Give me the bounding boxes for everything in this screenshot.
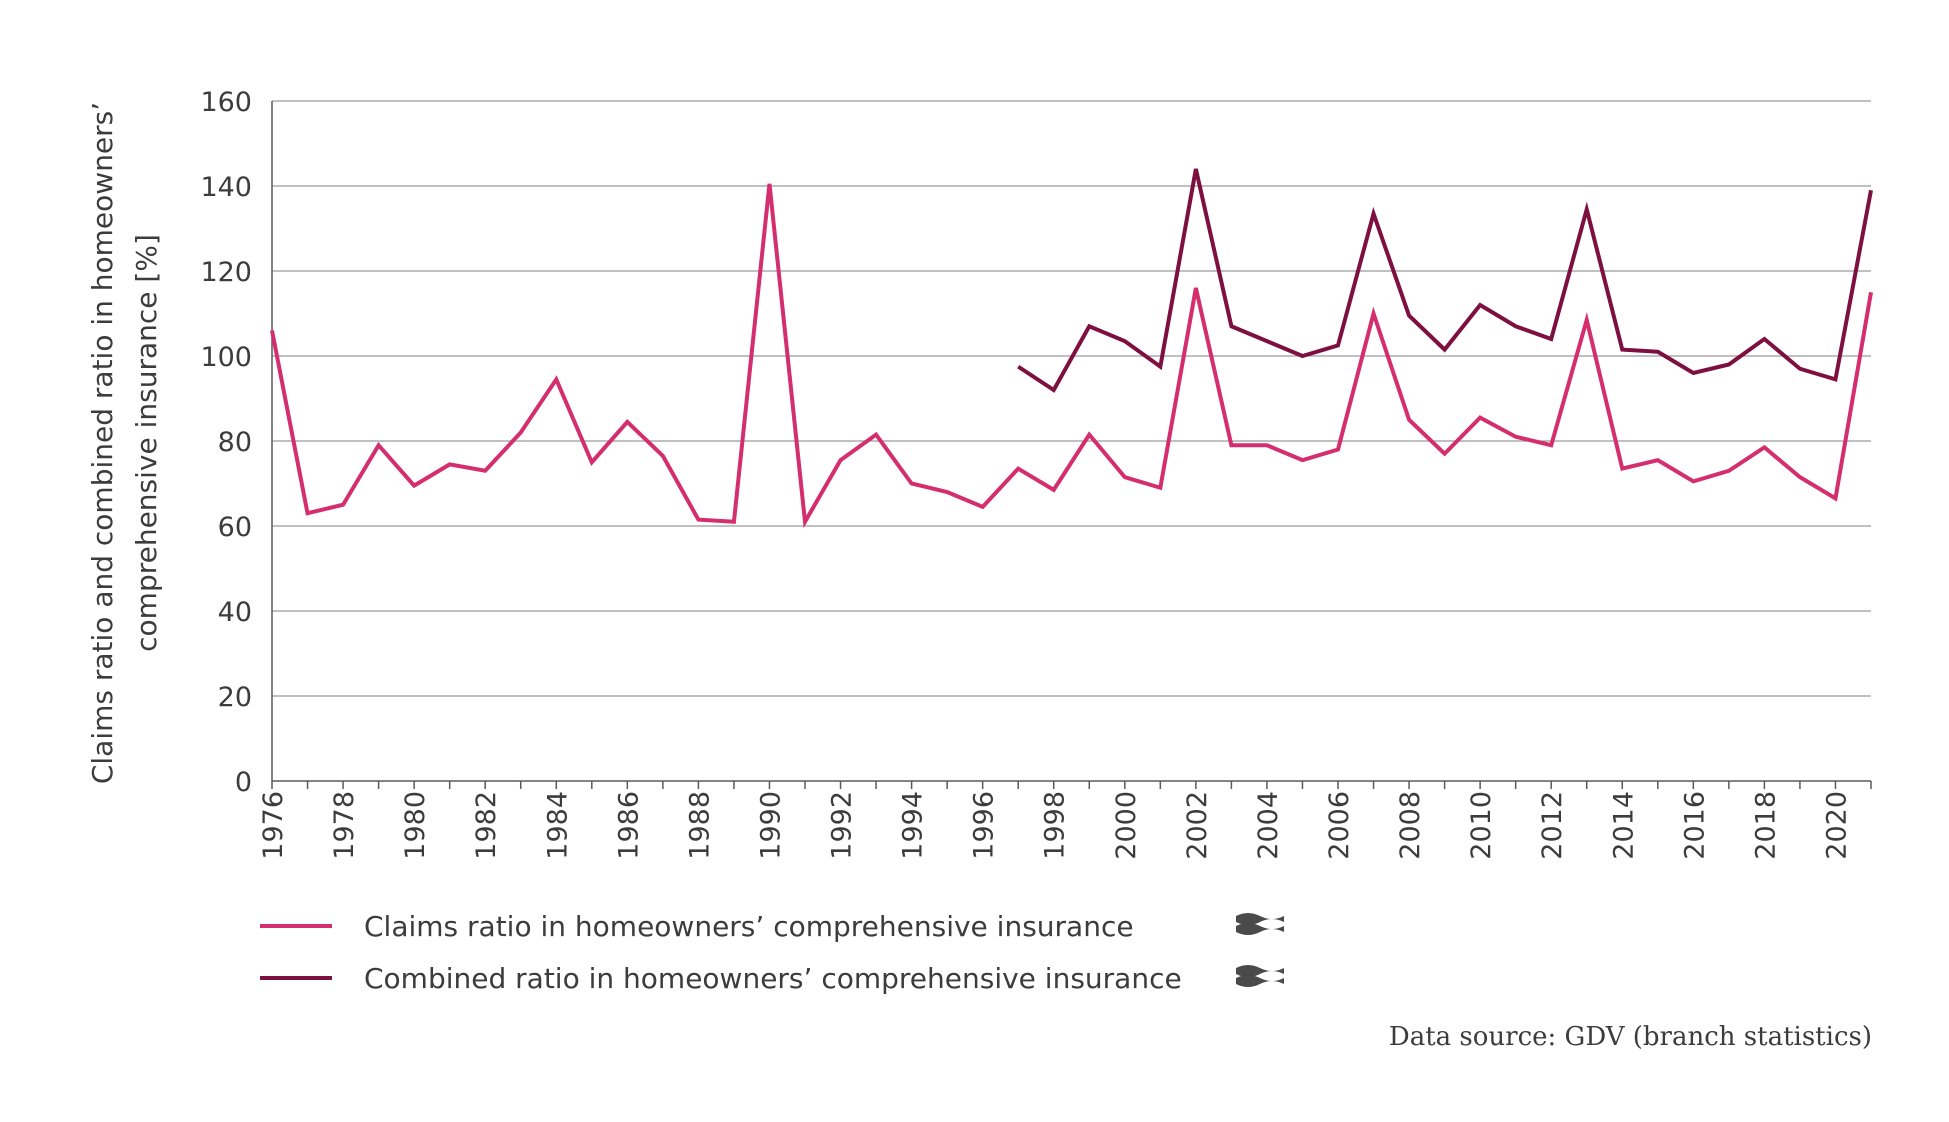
legend-swatch-claims bbox=[260, 924, 332, 928]
x-tick-label-2014: 2014 bbox=[1608, 791, 1639, 860]
waves-icon bbox=[1234, 962, 1286, 994]
grid-lines bbox=[272, 100, 1871, 697]
y-tick-label-40: 40 bbox=[218, 597, 252, 628]
x-tick-label-2016: 2016 bbox=[1679, 791, 1710, 860]
y-axis-label-line-2: comprehensive insurance [%] bbox=[130, 234, 163, 652]
legend-item-combined-ratio: Combined ratio in homeowners’ comprehens… bbox=[260, 952, 1286, 1004]
y-tick-label-80: 80 bbox=[218, 427, 252, 458]
legend-item-claims-ratio: Claims ratio in homeowners’ comprehensiv… bbox=[260, 900, 1286, 952]
x-tick-label-1992: 1992 bbox=[827, 791, 858, 860]
legend: Claims ratio in homeowners’ comprehensiv… bbox=[260, 900, 1286, 1004]
x-tick-label-1976: 1976 bbox=[258, 791, 289, 860]
x-tick-label-1978: 1978 bbox=[329, 791, 360, 860]
x-tick-label-2010: 2010 bbox=[1466, 791, 1497, 860]
y-tick-label-20: 20 bbox=[218, 682, 252, 713]
x-tick-label-1990: 1990 bbox=[755, 791, 786, 860]
data-source-note: Data source: GDV (branch statistics) bbox=[1388, 1022, 1872, 1052]
x-tick-label-2000: 2000 bbox=[1111, 791, 1142, 860]
x-tick-label-2002: 2002 bbox=[1182, 791, 1213, 860]
y-tick-label-100: 100 bbox=[200, 342, 252, 373]
x-tick-label-1986: 1986 bbox=[613, 791, 644, 860]
x-tick-label-1984: 1984 bbox=[542, 791, 573, 860]
legend-swatch-combined bbox=[260, 976, 332, 980]
x-tick-label-1988: 1988 bbox=[684, 791, 715, 860]
series-line-claims-ratio bbox=[270, 183, 1873, 529]
axes bbox=[271, 101, 1872, 789]
y-tick-labels: 0 20 40 60 80 100 120 140 160 bbox=[200, 87, 252, 798]
y-tick-label-0: 0 bbox=[235, 767, 252, 798]
x-tick-label-1994: 1994 bbox=[898, 791, 929, 860]
y-tick-label-140: 140 bbox=[200, 172, 252, 203]
series-line-combined-ratio bbox=[1017, 168, 1873, 393]
x-tick-label-2006: 2006 bbox=[1324, 791, 1355, 860]
legend-label-claims: Claims ratio in homeowners’ comprehensiv… bbox=[364, 909, 1134, 943]
y-tick-label-120: 120 bbox=[200, 257, 252, 288]
x-tick-label-2018: 2018 bbox=[1750, 791, 1781, 860]
series-lines bbox=[270, 168, 1873, 529]
x-tick-label-1982: 1982 bbox=[471, 791, 502, 860]
y-tick-label-160: 160 bbox=[200, 87, 252, 118]
x-tick-label-1980: 1980 bbox=[400, 791, 431, 860]
waves-icon bbox=[1234, 910, 1286, 942]
x-tick-label-1998: 1998 bbox=[1040, 791, 1071, 860]
y-axis-label-line-1: Claims ratio and combined ratio in homeo… bbox=[86, 102, 119, 784]
x-tick-label-2004: 2004 bbox=[1253, 791, 1284, 860]
x-tick-label-2008: 2008 bbox=[1395, 791, 1426, 860]
x-tick-label-2012: 2012 bbox=[1537, 791, 1568, 860]
legend-label-combined: Combined ratio in homeowners’ comprehens… bbox=[364, 961, 1182, 995]
y-tick-label-60: 60 bbox=[218, 512, 252, 543]
x-tick-labels: 1976 1978 1980 1982 1984 1986 1988 1990 1992 1994… bbox=[258, 791, 1852, 860]
x-tick-label-1996: 1996 bbox=[969, 791, 1000, 860]
x-tick-label-2020: 2020 bbox=[1821, 791, 1852, 860]
